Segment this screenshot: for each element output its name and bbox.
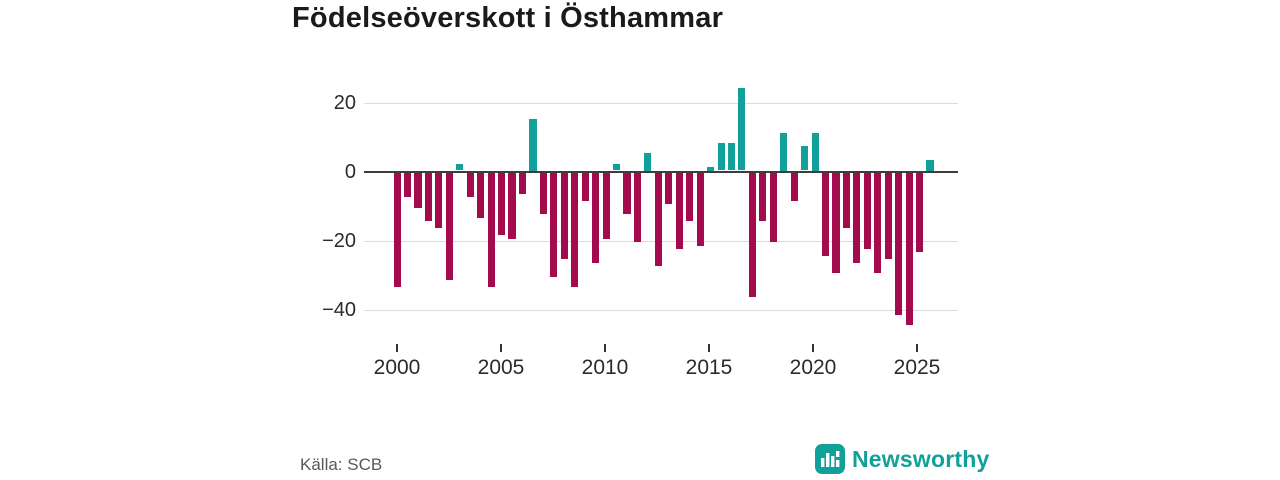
newsworthy-logo: Newsworthy [815, 444, 989, 474]
bar [477, 173, 485, 218]
bar [769, 173, 777, 242]
newsworthy-bar-chart-icon [815, 444, 845, 474]
bar [466, 173, 474, 198]
bar [644, 153, 652, 171]
bar [811, 132, 819, 171]
bar [853, 173, 861, 263]
bar [623, 173, 631, 215]
y-axis-tick-label: 20 [333, 91, 356, 114]
bar [487, 173, 495, 287]
bar [759, 173, 767, 222]
bar [748, 173, 756, 298]
bar [393, 173, 401, 287]
x-axis-tick [396, 344, 398, 352]
bar [665, 173, 673, 205]
bar [780, 132, 788, 171]
zero-axis-line [364, 170, 958, 173]
bar [581, 173, 589, 201]
x-axis-tick-label: 2005 [477, 356, 525, 379]
bar [675, 173, 683, 249]
bar [884, 173, 892, 260]
bar [707, 167, 715, 171]
bar [592, 173, 600, 263]
source-note: Källa: SCB [300, 455, 383, 474]
x-axis-tick-label: 2000 [373, 356, 421, 379]
bar [895, 173, 903, 315]
bar [403, 173, 412, 198]
bar [456, 163, 464, 171]
x-axis-tick [916, 344, 918, 352]
brand-wordmark: Newsworthy [852, 445, 990, 472]
bar [550, 173, 558, 277]
page-title: Födelseöverskott i Östhammar [292, 2, 724, 34]
x-axis-tick-label: 2025 [893, 356, 941, 379]
bar [874, 173, 882, 274]
bar [539, 173, 547, 215]
bar [498, 173, 506, 236]
x-axis-tick [500, 344, 502, 352]
x-axis-tick [812, 344, 814, 352]
bar [560, 173, 568, 260]
y-axis-tick-label: −20 [322, 229, 356, 252]
bar [717, 142, 725, 171]
bar [435, 173, 443, 229]
bar [571, 173, 579, 287]
gridline [364, 102, 958, 104]
bar [790, 173, 798, 201]
bar [613, 163, 621, 171]
bar [696, 173, 704, 246]
bar [686, 173, 694, 222]
bar [414, 173, 422, 208]
x-axis-tick-label: 2015 [685, 356, 733, 379]
y-axis-tick-label: 0 [344, 160, 356, 183]
bar [529, 118, 537, 171]
bar [424, 173, 433, 222]
bar [518, 173, 527, 194]
bar [801, 146, 809, 171]
bar [842, 173, 850, 229]
bar [727, 142, 736, 171]
bar [822, 173, 830, 256]
bar [905, 173, 913, 325]
bar [654, 173, 662, 267]
bar [832, 173, 840, 274]
bar [633, 173, 642, 242]
x-axis-tick-label: 2010 [581, 356, 629, 379]
bar [508, 173, 516, 239]
x-axis-tick-label: 2020 [789, 356, 837, 379]
bar [863, 173, 871, 249]
gridline [364, 309, 958, 311]
bar [916, 173, 924, 253]
y-axis-tick-label: −40 [322, 298, 356, 321]
x-axis-tick [708, 344, 710, 352]
bar [445, 173, 453, 280]
bar [926, 160, 934, 171]
bar [738, 87, 746, 171]
bar [602, 173, 610, 239]
x-axis-tick [604, 344, 606, 352]
